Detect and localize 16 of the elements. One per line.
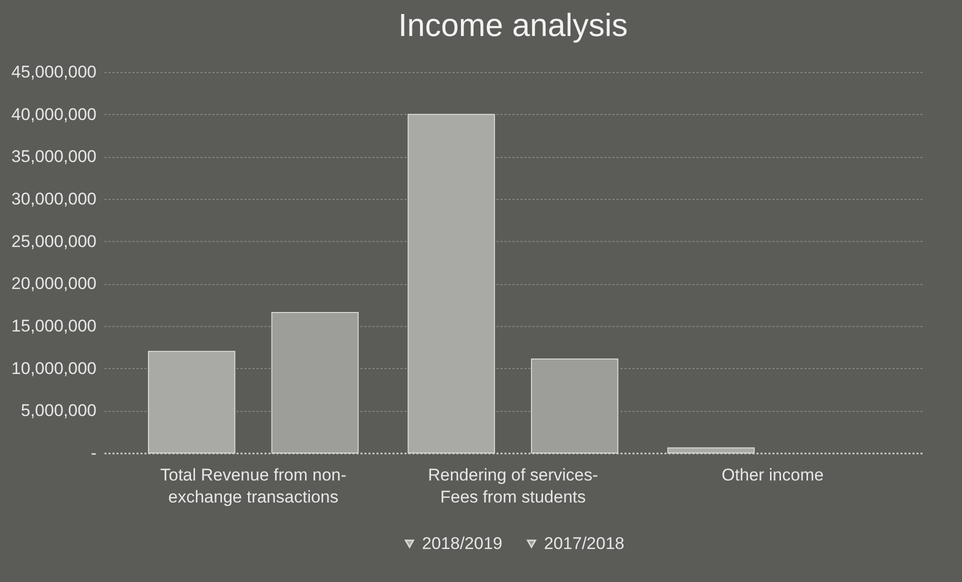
x-tick-label: Other income [722, 466, 824, 484]
y-tick-label: 40,000,000 [11, 104, 96, 124]
legend-label: 2018/2019 [422, 534, 502, 553]
y-tick-label: - [90, 444, 96, 462]
y-tick-label: 30,000,000 [11, 190, 96, 208]
y-tick-label: 35,000,000 [11, 147, 96, 166]
y-tick-label: 25,000,000 [11, 232, 96, 251]
y-tick-label: 5,000,000 [20, 401, 96, 420]
y-tick-label: 15,000,000 [11, 316, 96, 336]
y-tick-label: 20,000,000 [11, 274, 96, 294]
chart-title: Income analysis [398, 7, 628, 43]
x-tick-label: Total Revenue from non-exchange transactions [160, 466, 346, 506]
x-tick-label: Rendering of services-Fees from students [428, 466, 598, 506]
y-tick-label: 10,000,000 [11, 358, 96, 378]
y-tick-label: 45,000,000 [11, 62, 96, 82]
legend-label: 2017/2018 [544, 534, 624, 553]
